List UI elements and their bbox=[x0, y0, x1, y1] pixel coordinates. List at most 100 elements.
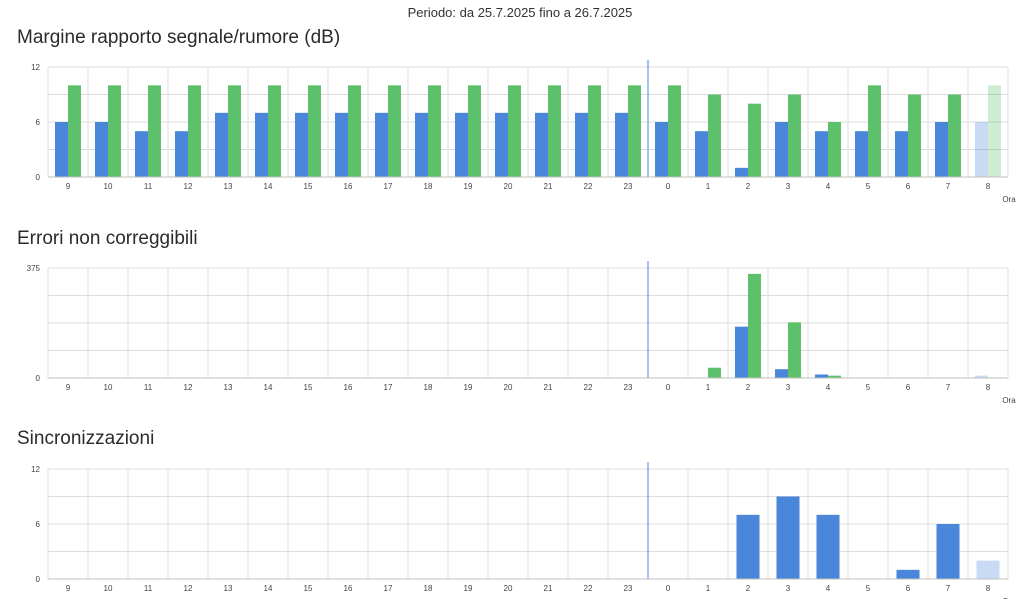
bar-series-1 bbox=[455, 112, 468, 177]
bar-series-1 bbox=[495, 112, 508, 177]
bar-series-1 bbox=[775, 122, 788, 177]
bar-series-1 bbox=[855, 131, 868, 177]
bar-series-1 bbox=[895, 131, 908, 177]
x-tick-label: 21 bbox=[544, 584, 553, 593]
x-tick-label: 8 bbox=[986, 182, 991, 191]
x-tick-label: 0 bbox=[666, 584, 671, 593]
x-tick-label: 12 bbox=[184, 182, 193, 191]
x-tick-label: 14 bbox=[264, 383, 273, 392]
bar-series-1 bbox=[935, 122, 948, 177]
y-tick-label: 6 bbox=[36, 118, 41, 127]
bar-series-2 bbox=[708, 367, 721, 378]
x-tick-label: 10 bbox=[104, 383, 113, 392]
x-tick-label: 16 bbox=[344, 383, 353, 392]
x-tick-label: 2 bbox=[746, 584, 751, 593]
x-tick-label: 14 bbox=[264, 584, 273, 593]
x-tick-label: 19 bbox=[464, 584, 473, 593]
x-tick-label: 4 bbox=[826, 182, 831, 191]
bar-series-2 bbox=[788, 94, 801, 177]
x-tick-label: 18 bbox=[424, 584, 433, 593]
bar-series-1 bbox=[295, 112, 308, 177]
x-tick-label: 23 bbox=[624, 182, 633, 191]
x-tick-label: 17 bbox=[384, 584, 393, 593]
x-tick-label: 22 bbox=[584, 182, 593, 191]
bar-series-1 bbox=[735, 326, 748, 378]
bar-series-2 bbox=[268, 85, 281, 177]
bar-series-2 bbox=[748, 103, 761, 177]
x-tick-label: 10 bbox=[104, 584, 113, 593]
y-tick-label: 375 bbox=[27, 264, 41, 273]
x-tick-label: 2 bbox=[746, 182, 751, 191]
chart-title-errors: Errori non correggibili bbox=[17, 228, 198, 249]
x-tick-label: 21 bbox=[544, 182, 553, 191]
bar-series-1 bbox=[255, 112, 268, 177]
x-tick-label: 11 bbox=[144, 584, 153, 593]
y-tick-label: 12 bbox=[31, 465, 40, 474]
y-tick-label: 0 bbox=[36, 173, 41, 182]
bar-series-1 bbox=[615, 112, 628, 177]
bar-series-2 bbox=[508, 85, 521, 177]
x-tick-label: 13 bbox=[224, 584, 233, 593]
x-axis-unit-label: Ora bbox=[1002, 597, 1016, 599]
bar-series-1 bbox=[375, 112, 388, 177]
x-tick-label: 3 bbox=[786, 182, 791, 191]
bar-series-1 bbox=[55, 122, 68, 177]
period-label: Periodo: da 25.7.2025 fino a 26.7.2025 bbox=[407, 5, 633, 20]
bar-series-2 bbox=[908, 94, 921, 177]
bar-series-1 bbox=[655, 122, 668, 177]
bar-series-2 bbox=[228, 85, 241, 177]
bar-series-1 bbox=[976, 560, 1000, 579]
bar-series-2 bbox=[68, 85, 81, 177]
y-tick-label: 12 bbox=[31, 63, 40, 72]
bar-series-1 bbox=[335, 112, 348, 177]
x-tick-label: 15 bbox=[304, 182, 313, 191]
x-tick-label: 5 bbox=[866, 584, 871, 593]
bar-series-1 bbox=[135, 131, 148, 177]
x-tick-label: 15 bbox=[304, 383, 313, 392]
x-tick-label: 20 bbox=[504, 383, 513, 392]
x-tick-label: 0 bbox=[666, 182, 671, 191]
x-tick-label: 17 bbox=[384, 383, 393, 392]
bar-series-2 bbox=[708, 94, 721, 177]
x-tick-label: 4 bbox=[826, 584, 831, 593]
x-tick-label: 23 bbox=[624, 584, 633, 593]
x-tick-label: 2 bbox=[746, 383, 751, 392]
bar-series-1 bbox=[735, 167, 748, 177]
bar-series-2 bbox=[788, 322, 801, 378]
bar-series-1 bbox=[175, 131, 188, 177]
x-tick-label: 14 bbox=[264, 182, 273, 191]
x-tick-label: 5 bbox=[866, 182, 871, 191]
chart-title-snr: Margine rapporto segnale/rumore (dB) bbox=[17, 27, 341, 48]
bar-series-1 bbox=[695, 131, 708, 177]
bar-series-2 bbox=[108, 85, 121, 177]
x-tick-label: 1 bbox=[706, 584, 711, 593]
y-tick-label: 0 bbox=[36, 374, 41, 383]
bar-series-1 bbox=[936, 524, 960, 579]
x-axis-unit-label: Ora bbox=[1002, 195, 1016, 204]
x-tick-label: 7 bbox=[946, 383, 951, 392]
x-tick-label: 13 bbox=[224, 182, 233, 191]
x-tick-label: 17 bbox=[384, 182, 393, 191]
bar-series-2 bbox=[308, 85, 321, 177]
x-tick-label: 21 bbox=[544, 383, 553, 392]
x-tick-label: 9 bbox=[66, 584, 71, 593]
bar-series-2 bbox=[388, 85, 401, 177]
x-tick-label: 22 bbox=[584, 383, 593, 392]
x-tick-label: 20 bbox=[504, 182, 513, 191]
bar-series-2 bbox=[628, 85, 641, 177]
x-tick-label: 10 bbox=[104, 182, 113, 191]
bar-series-2 bbox=[348, 85, 361, 177]
bar-series-2 bbox=[868, 85, 881, 177]
bar-series-1 bbox=[736, 514, 760, 579]
x-axis-unit-label: Ora bbox=[1002, 396, 1016, 405]
x-tick-label: 7 bbox=[946, 584, 951, 593]
bar-series-2 bbox=[548, 85, 561, 177]
x-tick-label: 19 bbox=[464, 182, 473, 191]
bar-series-1 bbox=[815, 374, 828, 378]
bar-series-1 bbox=[535, 112, 548, 177]
x-tick-label: 13 bbox=[224, 383, 233, 392]
x-tick-label: 20 bbox=[504, 584, 513, 593]
